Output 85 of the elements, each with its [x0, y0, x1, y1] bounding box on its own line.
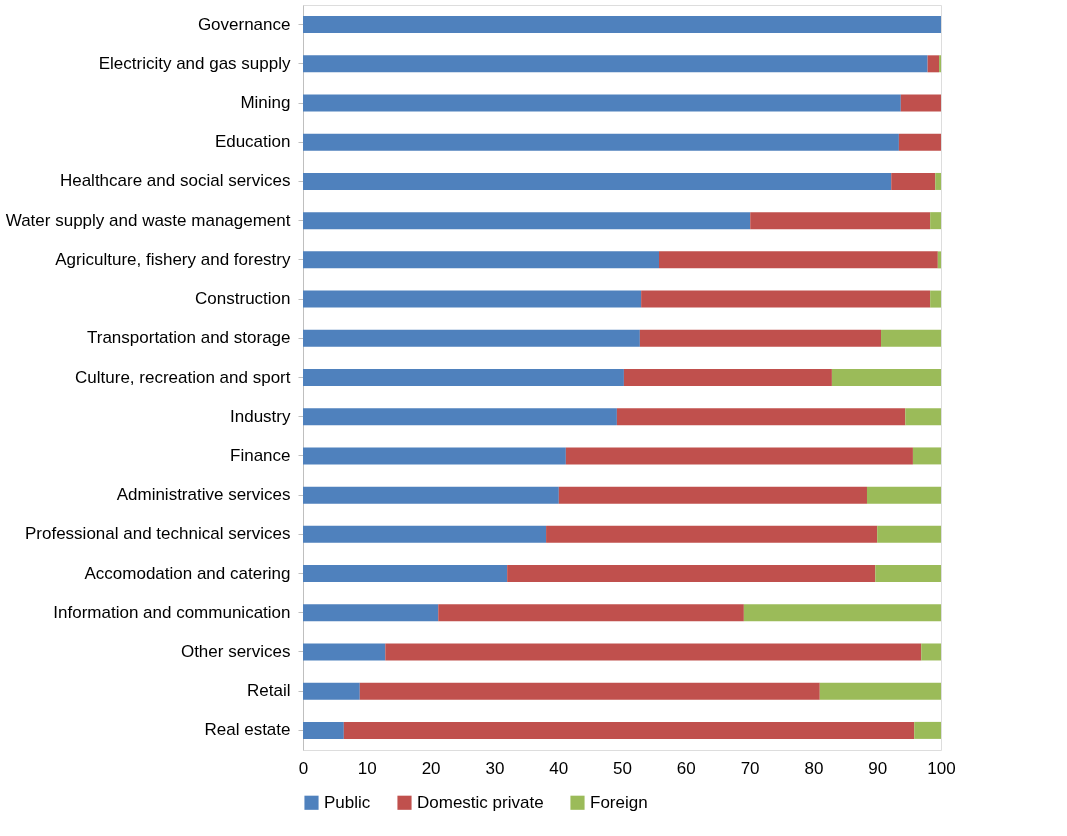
bar [930, 290, 941, 308]
bar [303, 447, 566, 465]
y-tick-label: Transportation and storage [87, 328, 291, 348]
y-tick-label: Construction [195, 289, 291, 309]
bar [898, 133, 941, 151]
bar [303, 212, 751, 230]
bar [877, 525, 941, 543]
y-tick-label: Accomodation and catering [84, 563, 291, 583]
y-tick-label: Agriculture, fishery and forestry [55, 249, 291, 269]
bar [303, 565, 508, 583]
bar [914, 721, 941, 739]
y-tick-label: Retail [247, 681, 291, 701]
bar [831, 369, 941, 386]
y-tick-label: Information and communication [53, 602, 291, 622]
bar [866, 486, 941, 504]
bar [303, 721, 344, 739]
bar [303, 682, 360, 700]
y-tick-label: Industry [230, 406, 291, 426]
y-tick-label: Professional and technical services [24, 524, 291, 544]
bar [303, 251, 659, 269]
bar [303, 172, 892, 190]
x-tick-label: 10 [357, 758, 377, 778]
y-tick-label: Finance [230, 445, 291, 465]
bar [641, 290, 931, 308]
legend-label: Public [324, 792, 371, 812]
bar [303, 133, 899, 151]
y-tick-label: Education [214, 132, 291, 152]
x-tick-label: 90 [868, 758, 888, 778]
bar [921, 643, 941, 661]
y-tick-label: Other services [180, 641, 291, 661]
x-tick-label: 70 [740, 758, 760, 778]
bar [565, 447, 913, 465]
x-tick-label: 20 [421, 758, 441, 778]
bar [905, 408, 941, 426]
bar [927, 55, 940, 73]
y-tick-label: Mining [240, 93, 291, 113]
y-tick-label: Real estate [204, 720, 291, 740]
bar [303, 408, 617, 426]
bar [303, 486, 559, 504]
bar [303, 604, 439, 622]
bar [303, 369, 624, 386]
bar [303, 290, 642, 308]
bar [303, 55, 928, 73]
x-tick-label: 100 [927, 758, 956, 778]
bar [438, 604, 744, 622]
x-tick-label: 30 [485, 758, 505, 778]
x-tick-label: 40 [549, 758, 569, 778]
y-tick-label: Administrative services [116, 485, 291, 505]
bar [937, 251, 941, 269]
bar [616, 408, 906, 426]
bar [303, 525, 547, 543]
bar [912, 447, 941, 465]
bar [891, 172, 936, 190]
y-tick-label: Healthcare and social services [59, 171, 291, 191]
bar [385, 643, 922, 661]
bar [875, 565, 941, 583]
bar [881, 329, 941, 347]
x-tick-label: 0 [298, 758, 309, 778]
bar [558, 486, 867, 504]
y-tick-label: Culture, recreation and sport [75, 367, 291, 387]
bar [935, 172, 941, 190]
bar [900, 94, 941, 112]
bar [930, 212, 941, 230]
bar [743, 604, 941, 622]
y-tick-label: Electricity and gas supply [98, 53, 291, 73]
bar [750, 212, 931, 230]
bar [359, 682, 820, 700]
bar [507, 565, 876, 583]
bar [303, 94, 901, 112]
bar [819, 682, 941, 700]
x-tick-label: 50 [613, 758, 632, 778]
y-tick-label: Water supply and waste management [5, 210, 291, 230]
x-tick-label: 80 [804, 758, 824, 778]
bar [343, 721, 915, 739]
legend-label: Domestic private [417, 792, 544, 812]
bar [303, 643, 386, 661]
bar [303, 329, 640, 347]
bar [659, 251, 938, 269]
y-tick-label: Governance [197, 14, 291, 34]
bar [546, 525, 878, 543]
bar [623, 369, 832, 386]
x-tick-label: 60 [676, 758, 696, 778]
bar [303, 16, 941, 34]
bar [639, 329, 882, 347]
legend-label: Foreign [590, 792, 648, 812]
